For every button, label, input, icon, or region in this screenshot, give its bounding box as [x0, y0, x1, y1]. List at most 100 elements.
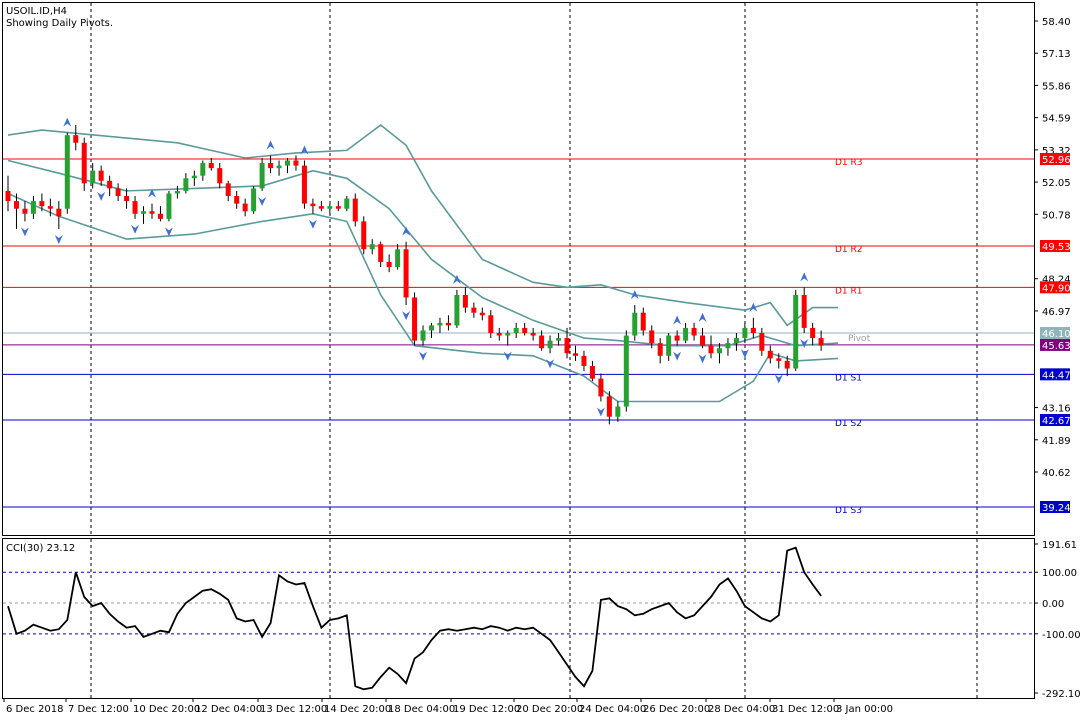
fractal-up-icon [698, 312, 707, 322]
candle-body [335, 206, 341, 209]
candle-body [598, 378, 604, 397]
pivot-level-label: D1 R2 [835, 245, 863, 255]
candle-body [98, 170, 104, 181]
price-tag-box [1040, 338, 1070, 351]
candle-body [471, 307, 477, 313]
pivot-level-label: D1 S1 [835, 373, 862, 383]
candle-body [301, 165, 307, 204]
candle-body [344, 198, 350, 209]
candle-body [47, 206, 53, 209]
price-tick-label: 41.89 [1042, 436, 1071, 447]
last-price-tag-box [1040, 326, 1070, 339]
pivot-lines [3, 158, 1034, 508]
time-tick-label: 31 Dec 12:00 [772, 704, 839, 715]
candle-body [115, 188, 121, 197]
pivot-level-label: D1 S2 [835, 419, 862, 429]
candle-body [310, 203, 316, 207]
candle-body [750, 327, 756, 333]
fractal-up-icon [300, 145, 309, 155]
candle-body [716, 348, 722, 354]
pivot-level-label: D1 R1 [835, 286, 863, 296]
candle-body [488, 315, 494, 333]
candle-body [539, 335, 545, 349]
candle-body [742, 327, 748, 339]
candle-body [496, 332, 502, 336]
last-price-tag-text: 46.10 [1042, 329, 1071, 340]
candle-body [386, 261, 392, 268]
candle-body [369, 244, 375, 250]
candle-body [166, 193, 172, 219]
fractal-up-icon [452, 274, 461, 284]
cci-line [7, 546, 822, 691]
time-tick-label: 20 Dec 20:00 [516, 704, 583, 715]
candle-body [13, 201, 19, 209]
price-tag-box [1040, 281, 1070, 294]
fractal-down-icon [774, 374, 783, 384]
candle-body [666, 335, 672, 356]
price-tick-label: 57.13 [1042, 49, 1071, 60]
candle-body [572, 353, 578, 356]
candle-body [683, 327, 689, 341]
time-tick-label: 26 Dec 20:00 [643, 704, 710, 715]
cci-title: CCI(30) 23.12 [6, 543, 75, 554]
candle-body [623, 335, 629, 407]
candlesticks[interactable] [5, 124, 824, 425]
price-tag-box [1040, 152, 1070, 165]
candle-body [615, 406, 621, 417]
bollinger-middle [7, 159, 839, 347]
candle-body [462, 294, 468, 308]
candle-body [793, 294, 799, 369]
fractal-up-icon [147, 188, 156, 198]
cci-tick-label: 100.00 [1042, 568, 1077, 579]
vertical-grid [90, 3, 978, 698]
price-tag-box [1040, 501, 1070, 513]
fractal-down-icon [596, 407, 605, 417]
price-tag-text: 45.63 [1042, 341, 1071, 352]
candle-body [657, 343, 663, 356]
price-tick-label: 54.59 [1042, 114, 1071, 125]
fractal-down-icon [54, 234, 63, 244]
candle-body [437, 322, 443, 326]
candle-body [5, 190, 11, 202]
candle-body [183, 178, 189, 191]
candle-body [225, 183, 231, 197]
fractal-arrows [20, 117, 809, 417]
fractal-down-icon [97, 191, 106, 201]
candle-body [285, 160, 291, 166]
candle-body [420, 330, 426, 341]
cci-indicator [3, 546, 1034, 691]
cci-tick-label: 191.61 [1042, 540, 1077, 551]
price-tick-label: 52.05 [1042, 178, 1071, 189]
candle-body [361, 221, 367, 250]
time-tick-label: 10 Dec 20:00 [133, 704, 200, 715]
cci-pane-frame [2, 538, 1035, 699]
fractal-up-icon [673, 315, 682, 325]
price-tag-text: 42.67 [1042, 416, 1071, 427]
candle-body [412, 297, 418, 341]
fractal-up-icon [63, 117, 72, 127]
price-tag-box [1040, 413, 1070, 426]
price-tick-label: 53.32 [1042, 146, 1071, 157]
candle-body [445, 322, 451, 326]
candle-body [234, 196, 240, 204]
candle-body [251, 188, 257, 212]
price-tag-text: 47.90 [1042, 283, 1071, 294]
candle-body [733, 338, 739, 344]
time-tick-label: 18 Dec 04:00 [388, 704, 455, 715]
price-tag-text: 49.53 [1042, 242, 1071, 253]
candle-body [81, 142, 87, 184]
candle-body [708, 345, 714, 354]
cci-tick-label: -292.10 [1042, 689, 1080, 700]
candle-body [547, 340, 553, 349]
time-tick-label: 24 Dec 04:00 [579, 704, 646, 715]
fractal-up-icon [800, 272, 809, 282]
candle-body [530, 332, 536, 336]
candle-body [56, 208, 62, 217]
price-tick-label: 58.40 [1042, 17, 1071, 28]
time-tick-label: 19 Dec 12:00 [453, 704, 520, 715]
price-tag-text: 39.24 [1042, 503, 1071, 514]
price-tick-label: 55.86 [1042, 81, 1071, 92]
candle-body [403, 249, 409, 298]
candle-body [640, 312, 646, 331]
